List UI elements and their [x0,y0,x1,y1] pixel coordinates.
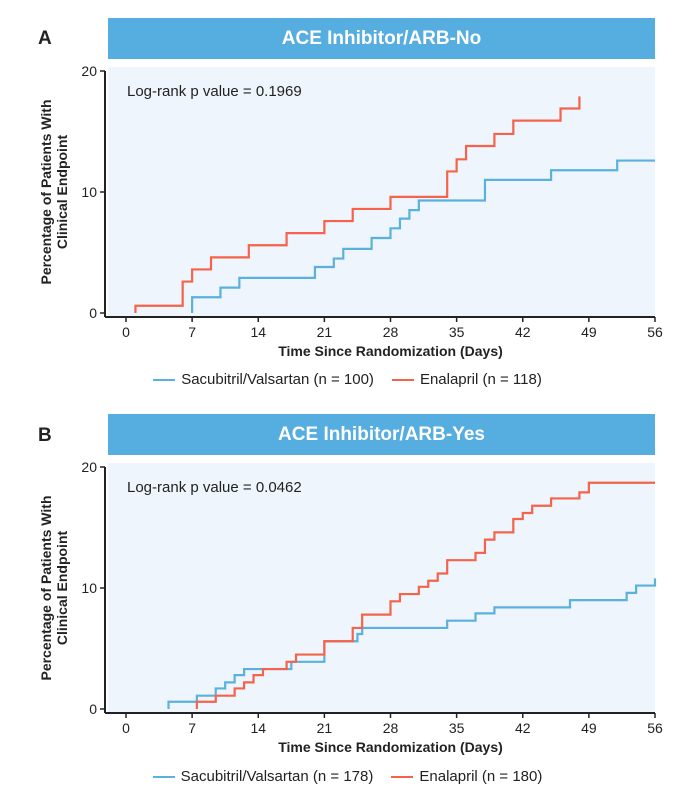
y-axis-title-line: Clinical Endpoint [54,531,70,646]
x-tick-label: 0 [122,324,130,340]
x-tick-label: 49 [581,720,597,736]
x-axis-title: Time Since Randomization (Days) [278,739,503,755]
y-tick-label: 20 [81,459,97,475]
legend-swatch [153,378,176,381]
x-tick-label: 56 [647,324,663,340]
x-tick-label: 42 [515,324,531,340]
x-tick-label: 49 [581,324,597,340]
legend-swatch [391,378,414,381]
legend: Sacubitril/Valsartan (n = 178) Enalapril… [0,768,695,785]
legend-swatch [152,775,175,778]
y-axis-title: Percentage of Patients WithClinical Endp… [38,99,70,284]
km-plot: 0 10 20 0 7 14 21 28 35 42 49 56 Time Since Randomiz… [38,459,663,755]
x-axis-title: Time Since Randomization (Days) [278,343,503,359]
legend-label: Sacubitril/Valsartan (n = 100) [181,371,374,388]
legend-item-enalapril: Enalapril (n = 118) [391,371,542,388]
pvalue-annotation: Log-rank p value = 0.1969 [127,83,302,100]
series-line-enalapril [195,481,655,709]
y-tick-label: 10 [81,580,97,596]
pvalue-annotation: Log-rank p value = 0.0462 [127,479,302,496]
km-plot: 0 10 20 0 7 14 21 28 35 42 49 56 Time Since Randomiz… [38,63,663,359]
panel-banner: ACE Inhibitor/ARB-No [108,18,655,59]
x-tick-label: 35 [449,720,465,736]
x-tick-label: 28 [383,324,399,340]
series-line-sacubitril [167,578,657,709]
plot-background [108,67,655,316]
legend: Sacubitril/Valsartan (n = 100) Enalapril… [0,371,695,388]
x-tick-label: 14 [250,720,266,736]
x-tick-label: 7 [188,324,196,340]
series-line-sacubitril [191,159,655,313]
x-tick-label: 42 [515,720,531,736]
y-tick-label: 10 [81,184,97,200]
panel-letter: A [38,28,52,49]
x-tick-label: 35 [449,324,465,340]
y-axis-title-line: Percentage of Patients With [38,99,54,284]
plot-background [108,463,655,712]
x-tick-label: 14 [250,324,266,340]
legend-label: Enalapril (n = 118) [419,371,542,388]
panel-banner: ACE Inhibitor/ARB-Yes [108,414,655,455]
y-axis-title-line: Clinical Endpoint [54,135,70,250]
x-tick-label: 7 [188,720,196,736]
x-tick-label: 21 [317,324,333,340]
x-tick-label: 28 [383,720,399,736]
y-tick-label: 0 [89,701,97,717]
panel-b: B ACE Inhibitor/ARB-Yes 0 10 20 0 7 14 21 28 35 4… [0,396,695,792]
y-axis-title-line: Percentage of Patients With [38,495,54,680]
series-line-enalapril [134,96,581,313]
legend-label: Sacubitril/Valsartan (n = 178) [180,768,374,785]
panel-letter: B [38,425,52,446]
y-tick-label: 0 [89,305,97,321]
legend-item-sacubitril: Sacubitril/Valsartan (n = 100) [153,371,374,388]
x-tick-label: 0 [122,720,130,736]
x-tick-label: 21 [317,720,333,736]
y-tick-label: 20 [81,63,97,79]
y-axis-title: Percentage of Patients WithClinical Endp… [38,495,70,680]
panel-a: A ACE Inhibitor/ARB-No 0 10 20 0 7 14 21 28 35 42… [0,18,695,388]
x-tick-label: 56 [647,720,663,736]
legend-item-sacubitril: Sacubitril/Valsartan (n = 178) [152,768,374,785]
legend-label: Enalapril (n = 180) [419,768,543,785]
legend-swatch [391,775,414,778]
legend-item-enalapril: Enalapril (n = 180) [391,768,542,785]
